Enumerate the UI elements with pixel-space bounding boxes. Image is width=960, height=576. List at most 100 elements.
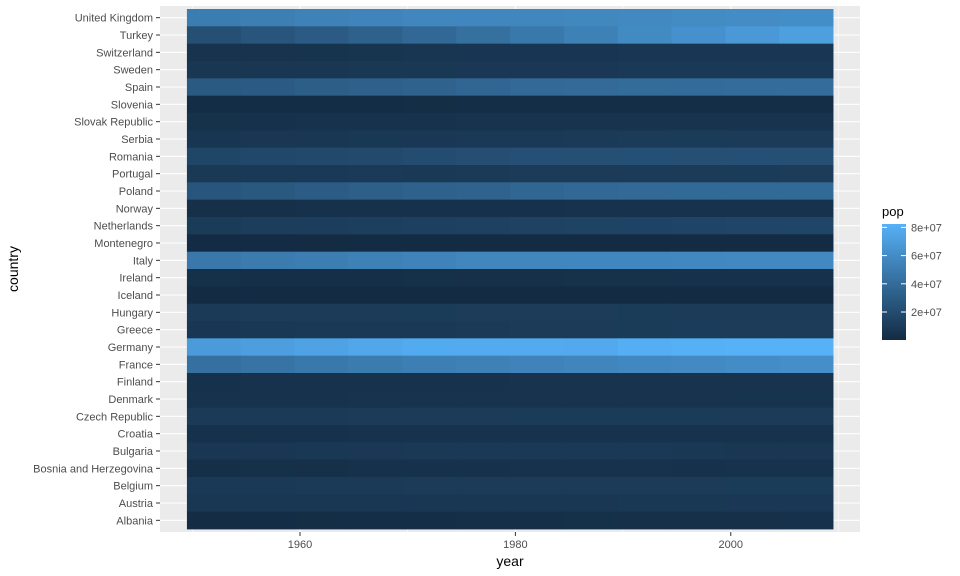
heatmap-tile: [671, 26, 726, 45]
heatmap-tile: [779, 130, 834, 149]
heatmap-tile: [671, 95, 726, 114]
heatmap-tile: [456, 269, 511, 287]
heatmap-tile: [294, 355, 349, 374]
legend: pop 2e+07 4e+07 6e+07 8e+07: [882, 204, 942, 340]
heatmap-tile: [671, 199, 726, 218]
heatmap-tile: [294, 269, 349, 287]
heatmap-tile: [294, 43, 349, 62]
heatmap-tile: [725, 199, 780, 218]
heatmap-tile: [617, 234, 672, 253]
y-tick-label: Poland: [119, 186, 153, 198]
y-tick-label: Montenegro: [94, 238, 153, 250]
heatmap-tile: [563, 286, 619, 305]
heatmap-tile: [725, 26, 780, 45]
heatmap-tile: [402, 217, 457, 235]
heatmap-tile: [671, 407, 726, 426]
heatmap-tile: [617, 95, 672, 114]
x-tick-label: 1960: [288, 539, 312, 551]
heatmap-tile: [617, 130, 672, 149]
heatmap-tile: [456, 113, 511, 131]
heatmap-tile: [725, 217, 780, 235]
heatmap-tile: [186, 303, 242, 322]
y-tick-label: Slovak Republic: [74, 117, 153, 129]
heatmap-tile: [779, 78, 834, 97]
heatmap-tile: [510, 43, 565, 62]
heatmap-tile: [510, 130, 565, 149]
heatmap-tile: [294, 147, 349, 166]
heatmap-tile: [294, 9, 349, 27]
heatmap-tile: [240, 113, 296, 131]
heatmap-tile: [240, 355, 296, 374]
heatmap-tile: [671, 182, 726, 201]
y-tick-label: Turkey: [120, 30, 154, 42]
heatmap-tile: [510, 321, 565, 339]
heatmap-tile: [186, 477, 242, 495]
heatmap-tile: [348, 234, 403, 253]
heatmap-tile: [563, 338, 619, 357]
heatmap-tile: [456, 286, 511, 305]
y-tick-label: Portugal: [112, 169, 153, 181]
y-tick-label: Sweden: [113, 65, 153, 77]
heatmap-tile: [725, 390, 780, 409]
heatmap-tile: [456, 217, 511, 235]
heatmap-tile: [617, 182, 672, 201]
heatmap-tile: [563, 390, 619, 409]
heatmap-tile: [294, 130, 349, 149]
heatmap-tile: [294, 303, 349, 322]
heatmap-tile: [294, 234, 349, 253]
heatmap-tile: [348, 407, 403, 426]
heatmap-tile: [563, 355, 619, 374]
heatmap-tile: [402, 477, 457, 495]
heatmap-tile: [725, 9, 780, 27]
heatmap-tile: [725, 251, 780, 270]
legend-title: pop: [882, 204, 904, 219]
legend-tick-label: 6e+07: [911, 251, 942, 263]
heatmap-tile: [402, 61, 457, 79]
heatmap-tile: [456, 390, 511, 409]
heatmap-tile: [240, 43, 296, 62]
heatmap-tile: [563, 511, 619, 530]
heatmap-tile: [671, 61, 726, 79]
heatmap-tile: [402, 355, 457, 374]
legend-tick-label: 4e+07: [911, 279, 942, 291]
heatmap-tile: [456, 9, 511, 27]
heatmap-tile: [240, 338, 296, 357]
heatmap-tile: [456, 199, 511, 218]
heatmap-tile: [725, 355, 780, 374]
heatmap-tile: [725, 459, 780, 478]
heatmap-tile: [240, 494, 296, 513]
heatmap-tile: [617, 390, 672, 409]
heatmap-tile: [456, 303, 511, 322]
heatmap-tile: [563, 407, 619, 426]
heatmap-tile: [510, 182, 565, 201]
heatmap-tile: [186, 147, 242, 166]
heatmap-tile: [294, 373, 349, 391]
heatmap-tile: [456, 147, 511, 166]
heatmap-tile: [617, 442, 672, 461]
heatmap-tile: [186, 43, 242, 62]
heatmap-tile: [779, 61, 834, 79]
y-tick-label: Greece: [117, 325, 153, 337]
heatmap-tile: [779, 390, 834, 409]
x-tick-label: 1980: [503, 539, 527, 551]
heatmap-tile: [186, 217, 242, 235]
heatmap-tile: [617, 147, 672, 166]
heatmap-tile: [510, 511, 565, 530]
heatmap-tile: [510, 9, 565, 27]
heatmap-tile: [294, 390, 349, 409]
heatmap-tile: [294, 95, 349, 114]
y-tick-label: Iceland: [118, 290, 153, 302]
heatmap-tile: [779, 459, 834, 478]
heatmap-tile: [456, 407, 511, 426]
heatmap-tile: [186, 286, 242, 305]
heatmap-tile: [617, 373, 672, 391]
heatmap-tile: [348, 425, 403, 443]
y-tick-label: Croatia: [118, 429, 154, 441]
heatmap-tile: [671, 425, 726, 443]
heatmap-tile: [186, 251, 242, 270]
heatmap-tile: [294, 407, 349, 426]
heatmap-tile: [671, 78, 726, 97]
x-axis-title: year: [496, 553, 524, 569]
y-tick-label: Italy: [133, 255, 154, 267]
